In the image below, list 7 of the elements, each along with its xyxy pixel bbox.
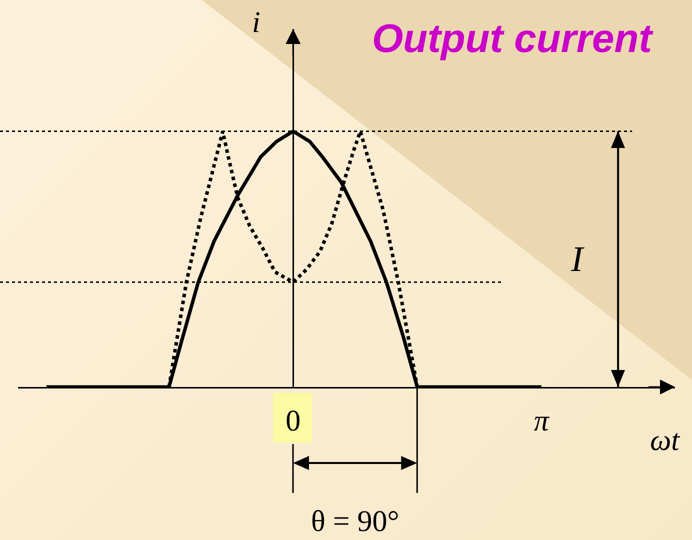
annotation: θ = 90° [311, 505, 400, 538]
x-tick-label: 0 [286, 404, 301, 438]
x-tick-label: π [534, 404, 550, 438]
ref-line-label: I [570, 239, 585, 279]
y-axis-title: i [252, 6, 260, 39]
chart-title: Output current [372, 17, 654, 61]
x-axis-title: ωt [650, 424, 680, 457]
